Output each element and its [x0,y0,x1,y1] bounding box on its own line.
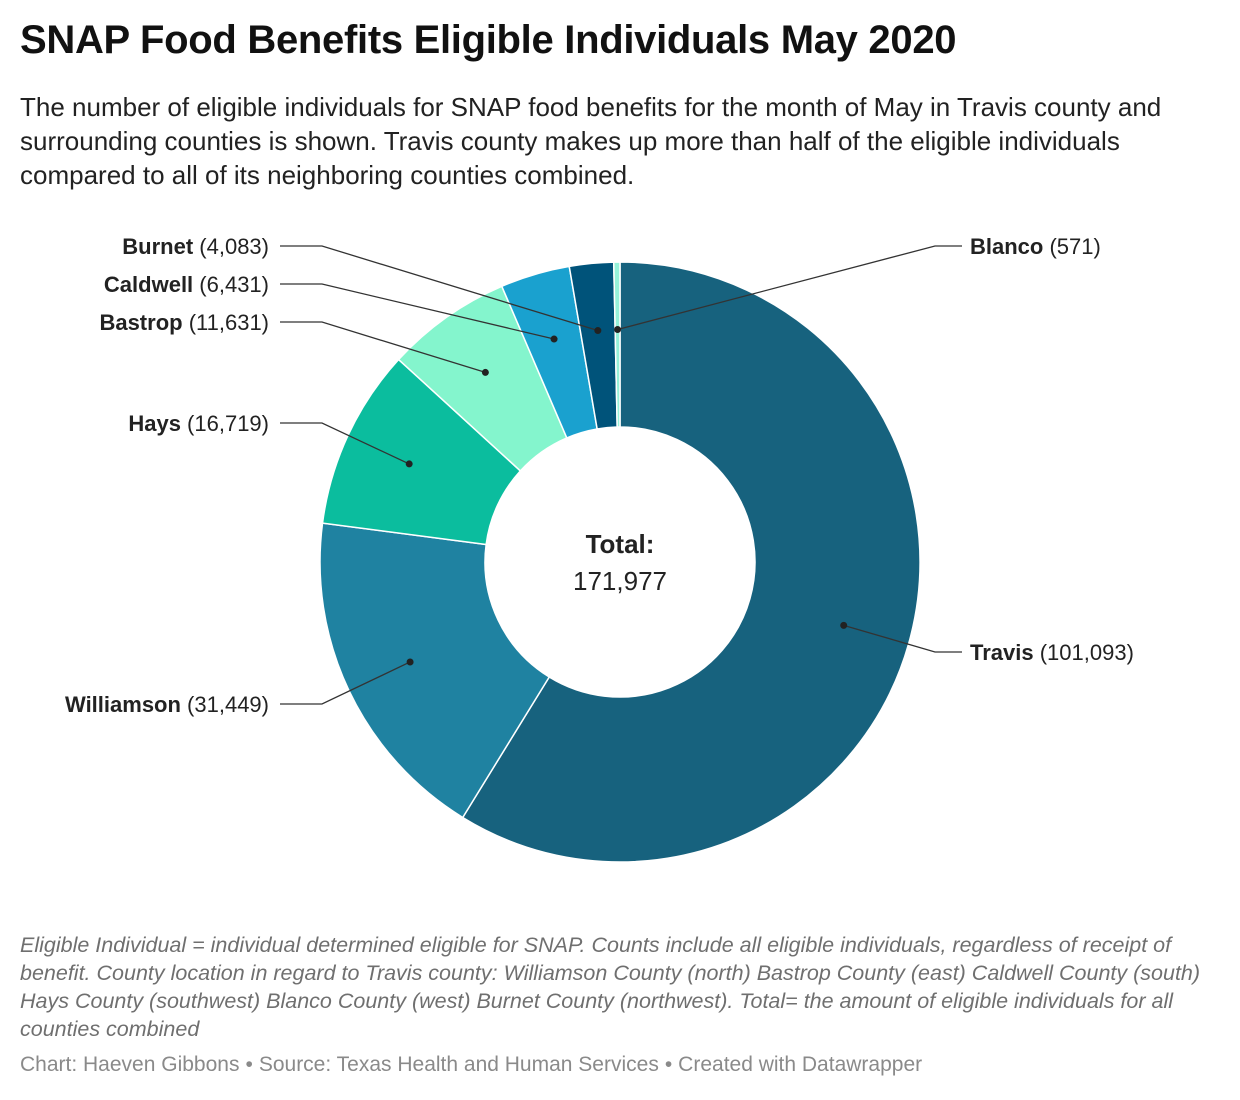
slice-label-name: Williamson [65,692,181,717]
slice-label-name: Burnet [122,234,194,259]
chart-notes: Eligible Individual = individual determi… [20,933,1201,1041]
leader-dot-hays [405,460,413,468]
leader-line-williamson [280,661,411,705]
leader-line-hays [280,422,410,465]
leader-dot-blanco [614,326,622,334]
slice-label-name: Hays [128,411,181,436]
slice-label-travis: Travis (101,093) [970,640,1134,665]
leader-line-travis [843,624,962,653]
slice-travis [461,261,921,863]
slice-williamson [319,522,551,819]
slice-label-burnet: Burnet (4,083) [122,234,269,259]
leader-dot-williamson [406,658,414,666]
slice-label-name: Bastrop [99,310,182,335]
leader-line-bastrop [280,321,486,374]
credit-text: Chart: Haeven Gibbons [20,1053,240,1076]
slice-label-value: (6,431) [193,272,269,297]
donut-chart: Travis (101,093) Williamson (31,449) Hays … [65,234,1134,863]
slice-blanco [612,261,621,428]
slice-label-value: (16,719) [181,411,269,436]
chart-subtitle: The number of eligible individuals for S… [20,92,1162,190]
tool-credit-text: Created with Datawrapper [678,1053,923,1076]
separator: • [664,1053,673,1076]
slice-label-value: (4,083) [193,234,269,259]
slice-label-value: (31,449) [181,692,269,717]
byline: Chart: Haeven Gibbons • Source: Texas Heal… [20,1053,1210,1077]
slice-label-hays: Hays (16,719) [128,411,269,436]
leader-line-burnet [280,245,599,332]
leader-line-blanco [617,245,962,331]
leader-line-caldwell [280,283,555,340]
leader-dot-travis [840,621,848,629]
slice-label-name: Caldwell [104,272,193,297]
slice-label-blanco: Blanco (571) [970,234,1101,259]
slice-label-name: Travis [970,640,1034,665]
leader-dot-caldwell [550,335,558,343]
slice-label-value: (571) [1043,234,1100,259]
center-total-label: Total: [586,529,655,559]
slice-label-value: (11,631) [183,310,269,335]
separator: • [245,1053,253,1076]
label-leaders [280,245,962,705]
slice-label-bastrop: Bastrop (11,631) [99,310,269,335]
leader-dot-burnet [594,327,602,335]
slice-label-williamson: Williamson (31,449) [65,692,269,717]
slice-label-value: (101,093) [1034,640,1134,665]
donut-slices [319,261,921,863]
slice-label-caldwell: Caldwell (6,431) [104,272,269,297]
center-total-value: 171,977 [573,566,667,596]
leader-dot-bastrop [481,368,489,376]
chart-title: SNAP Food Benefits Eligible Individuals … [20,18,957,62]
slice-labels: Travis (101,093) Williamson (31,449) Hays … [65,234,1134,717]
slice-label-name: Blanco [970,234,1043,259]
source-text: Source: Texas Health and Human Services [258,1053,659,1076]
